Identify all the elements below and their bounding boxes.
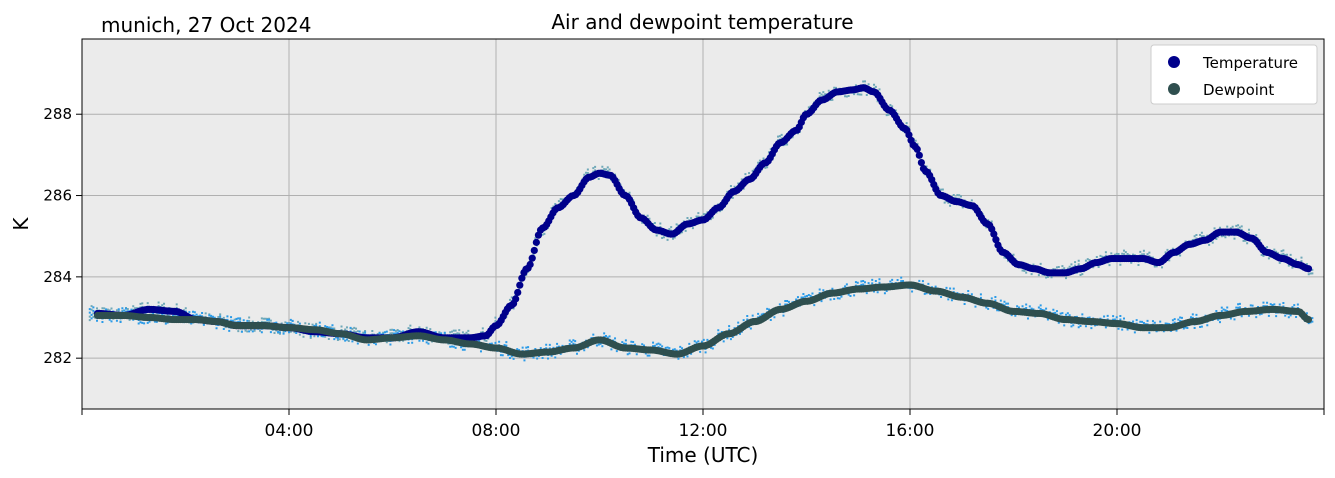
legend-box — [1150, 44, 1318, 105]
y-tick-label: 282 — [43, 349, 72, 367]
temperature-point — [905, 131, 913, 139]
chart-title: Air and dewpoint temperature — [551, 10, 854, 34]
grid-layer — [82, 39, 1324, 409]
temperature-point — [532, 238, 540, 246]
x-axis-label: Time (UTC) — [647, 443, 759, 467]
y-tick-label: 288 — [43, 105, 72, 123]
temperature-point — [512, 295, 520, 303]
temperature-point — [518, 274, 526, 282]
temperature-point — [917, 158, 925, 167]
temperature-point — [990, 230, 998, 238]
temperature-point — [1304, 265, 1313, 273]
temperature-point — [528, 254, 536, 262]
x-tick-label: 08:00 — [472, 421, 521, 441]
temperature-point — [915, 151, 923, 159]
temperature-point — [516, 281, 524, 289]
temperature-point — [530, 246, 538, 255]
temperature-point — [992, 236, 1000, 244]
x-tick-label: 20:00 — [1093, 421, 1142, 441]
x-tick-label: 16:00 — [886, 421, 935, 441]
temperature-point — [913, 145, 921, 153]
location-date-label: munich, 27 Oct 2024 — [101, 13, 312, 37]
temperature-point — [526, 260, 534, 269]
legend: Temperature Dewpoint — [1150, 44, 1318, 105]
y-tick-label: 286 — [43, 187, 72, 205]
legend-label-dewpoint: Dewpoint — [1203, 81, 1274, 99]
legend-label-temperature: Temperature — [1202, 54, 1298, 72]
y-axis-label: K — [9, 217, 33, 231]
x-tick-label: 04:00 — [265, 421, 314, 441]
legend-marker-dewpoint — [1168, 83, 1180, 95]
series-layer — [93, 84, 1313, 358]
legend-marker-temperature — [1168, 56, 1180, 68]
ticks-layer: 04:00 08:00 12:00 16:00 20:00 282 284 286 288 — [43, 105, 1325, 441]
x-tick-label: 12:00 — [679, 421, 728, 441]
temperature-point — [514, 288, 522, 297]
y-tick-label: 284 — [43, 268, 72, 286]
dewpoint-point — [1304, 315, 1313, 324]
